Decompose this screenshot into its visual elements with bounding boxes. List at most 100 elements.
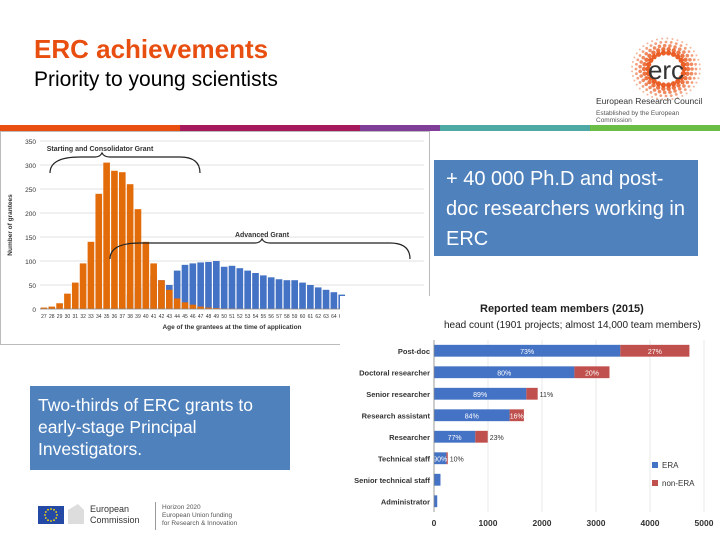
x-tick-label: 38	[127, 314, 133, 320]
logo-dot	[673, 45, 677, 49]
logo-dot	[668, 44, 672, 48]
logo-dot	[641, 50, 645, 54]
starting-bar	[213, 308, 220, 309]
eu-star	[55, 517, 58, 519]
ec-line-1: European	[90, 504, 130, 514]
y-tick-label: 300	[25, 163, 36, 170]
accent-segment-2	[180, 125, 360, 131]
advanced-bar	[267, 277, 275, 309]
chart2-x-tick-label: 0	[432, 518, 437, 528]
logo-dot	[666, 86, 671, 91]
logo-dot	[697, 77, 700, 80]
logo-dot	[677, 47, 682, 51]
logo-dot	[644, 82, 649, 87]
logo-dot	[677, 87, 682, 91]
logo-dot	[698, 63, 701, 66]
logo-dot	[633, 79, 636, 82]
chart2-category-label: Technical staff	[378, 454, 430, 463]
logo-dot	[676, 50, 681, 55]
logo-dot	[645, 46, 649, 50]
logo-dot	[689, 62, 694, 67]
x-tick-label: 27	[41, 314, 47, 320]
logo-dot	[655, 38, 658, 41]
chart2-category-label: Doctoral researcher	[359, 368, 430, 377]
advanced-bar	[275, 279, 283, 309]
x-tick-label: 51	[229, 314, 235, 320]
chart2-x-tick-label: 3000	[587, 518, 606, 528]
logo-dot	[665, 50, 672, 56]
logo-dot	[636, 58, 640, 62]
starting-bar	[205, 307, 212, 309]
logo-dot	[671, 37, 674, 40]
ec-building-icon	[68, 504, 84, 524]
legend-label: ERA	[662, 461, 679, 470]
chart2-category-label: Senior researcher	[366, 390, 430, 399]
logo-dot	[662, 90, 667, 95]
logo-dot	[631, 61, 634, 64]
logo-dot	[676, 39, 679, 42]
logo-dot	[675, 78, 681, 84]
starting-bar	[197, 306, 204, 309]
logo-dot	[651, 83, 656, 88]
logo-dot	[634, 67, 638, 71]
logo-dot	[688, 57, 692, 62]
starting-bar	[79, 263, 87, 309]
logo-dot	[692, 58, 696, 62]
advanced-bar	[228, 265, 236, 309]
era-bar	[434, 473, 441, 486]
x-tick-label: 37	[120, 314, 126, 320]
eu-star	[44, 511, 47, 513]
erc-logo-tagline: Established by the European Commission	[596, 110, 680, 124]
x-tick-label: 36	[112, 314, 118, 320]
x-tick-label: 35	[104, 314, 110, 320]
logo-dot	[642, 90, 645, 93]
non-era-data-label: 27%	[648, 349, 662, 356]
logo-dot	[664, 40, 668, 44]
logo-dot	[687, 50, 691, 54]
advanced-bar	[213, 261, 220, 309]
y-tick-label: 200	[25, 211, 36, 218]
era-bar	[434, 387, 527, 400]
logo-dot	[635, 52, 638, 55]
logo-dot	[638, 54, 642, 57]
logo-dot	[638, 69, 642, 74]
logo-dot	[661, 86, 666, 91]
logo-dot	[641, 84, 645, 88]
legend-swatch	[652, 462, 658, 468]
logo-dot	[674, 42, 678, 46]
logo-dot	[631, 74, 634, 77]
chart2-category-label: Researcher	[389, 433, 430, 442]
logo-dot	[694, 62, 697, 66]
logo-dot	[695, 54, 698, 57]
logo-dot	[671, 85, 677, 90]
logo-dot	[635, 72, 638, 76]
advanced-bar	[322, 289, 330, 309]
logo-dot	[669, 94, 673, 97]
starting-bar	[56, 303, 63, 309]
non-era-bar	[620, 344, 690, 357]
logo-dot	[680, 53, 685, 59]
advanced-bar	[307, 285, 314, 309]
non-era-data-label: 23%	[490, 435, 504, 442]
logo-dot	[685, 66, 691, 72]
starting-bar	[48, 306, 56, 309]
era-bar	[434, 409, 510, 422]
x-tick-label: 57	[276, 314, 282, 320]
logo-dot	[645, 66, 651, 72]
x-tick-label: 62	[315, 314, 321, 320]
logo-dot	[639, 60, 643, 64]
logo-dot	[685, 53, 690, 58]
logo-dot	[690, 54, 694, 57]
logo-dot	[641, 78, 646, 83]
logo-dot	[646, 70, 652, 77]
x-tick-label: 64	[331, 314, 337, 320]
x-tick-label: 55	[261, 314, 267, 320]
logo-dot	[638, 81, 642, 84]
advanced-bar	[314, 287, 322, 309]
accent-segment-4	[440, 125, 590, 131]
logo-dot	[662, 43, 667, 48]
advanced-bar	[291, 280, 299, 309]
eu-stars	[44, 508, 58, 522]
x-tick-label: 46	[190, 314, 196, 320]
chart2-subtitle: head count (1901 projects; almost 14,000…	[444, 320, 701, 331]
